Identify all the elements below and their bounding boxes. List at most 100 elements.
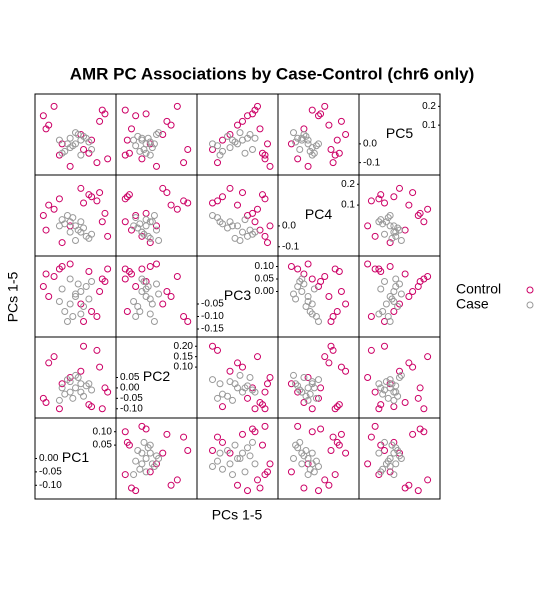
point xyxy=(69,394,77,402)
point xyxy=(234,222,241,230)
point xyxy=(125,149,133,157)
point xyxy=(146,468,154,476)
point xyxy=(241,468,249,476)
point xyxy=(236,237,244,244)
point xyxy=(236,371,244,379)
point xyxy=(163,189,171,197)
point xyxy=(300,125,308,133)
point xyxy=(394,446,402,454)
point xyxy=(302,392,310,400)
point xyxy=(96,117,104,125)
point xyxy=(290,129,297,137)
point xyxy=(329,433,337,441)
point xyxy=(98,218,106,226)
point xyxy=(300,374,308,381)
point xyxy=(287,263,295,270)
point xyxy=(85,268,93,275)
point xyxy=(342,131,350,138)
point xyxy=(101,278,109,285)
point xyxy=(333,438,341,446)
point xyxy=(335,149,343,157)
point xyxy=(392,388,400,396)
point xyxy=(264,239,271,247)
point xyxy=(371,422,379,430)
point xyxy=(335,401,343,409)
point xyxy=(180,197,188,205)
point xyxy=(209,446,216,454)
point xyxy=(173,102,181,110)
diag-tick-label: -0.1 xyxy=(363,157,381,168)
diag-tick-label: -0.10 xyxy=(120,403,143,414)
point xyxy=(132,457,140,465)
point xyxy=(45,201,53,209)
point xyxy=(229,471,236,479)
point xyxy=(298,388,306,396)
point xyxy=(146,234,154,242)
point xyxy=(304,471,312,479)
point xyxy=(121,275,129,283)
diag-tick-label: 0.05 xyxy=(120,372,140,383)
point xyxy=(55,136,63,144)
point xyxy=(367,433,375,441)
point xyxy=(261,155,269,163)
variable-name: PC5 xyxy=(386,125,413,141)
point xyxy=(294,382,302,390)
point xyxy=(333,136,341,144)
point xyxy=(405,359,413,367)
point xyxy=(396,226,403,234)
point xyxy=(416,209,424,217)
point xyxy=(367,313,375,320)
point xyxy=(377,191,385,199)
point xyxy=(384,214,392,222)
point xyxy=(310,149,318,157)
point xyxy=(80,318,88,325)
point xyxy=(167,481,175,489)
point xyxy=(294,422,302,430)
point xyxy=(384,394,392,402)
point xyxy=(80,303,88,310)
point xyxy=(93,346,101,354)
point xyxy=(226,367,234,375)
point xyxy=(259,441,266,449)
point xyxy=(254,476,261,484)
point xyxy=(123,438,131,446)
point xyxy=(261,422,269,430)
point xyxy=(101,110,109,118)
point xyxy=(390,222,398,230)
point xyxy=(304,140,312,148)
point xyxy=(219,438,226,446)
point xyxy=(294,134,302,142)
point xyxy=(136,220,144,228)
point xyxy=(300,131,308,138)
point xyxy=(377,285,385,293)
point xyxy=(136,147,144,155)
point xyxy=(142,468,150,476)
point xyxy=(367,346,375,354)
point xyxy=(150,463,158,471)
point xyxy=(104,232,112,240)
point xyxy=(409,363,417,371)
point xyxy=(409,288,417,295)
point xyxy=(401,484,409,492)
point xyxy=(128,125,135,133)
point xyxy=(226,184,234,192)
point xyxy=(397,455,405,462)
point xyxy=(317,425,325,433)
point xyxy=(224,446,231,454)
point xyxy=(302,446,310,454)
point xyxy=(209,376,216,384)
point xyxy=(266,460,274,468)
point xyxy=(167,201,175,209)
variable-name: PC1 xyxy=(62,449,89,465)
point xyxy=(214,159,221,167)
point xyxy=(85,380,93,388)
point xyxy=(138,265,146,273)
diag-tick-label: -0.05 xyxy=(201,299,224,310)
diag-tick-label: 0.10 xyxy=(255,261,275,272)
point xyxy=(401,226,409,234)
point xyxy=(121,195,129,203)
point xyxy=(142,425,150,433)
point xyxy=(146,263,154,270)
point xyxy=(266,222,274,230)
point xyxy=(416,278,424,285)
